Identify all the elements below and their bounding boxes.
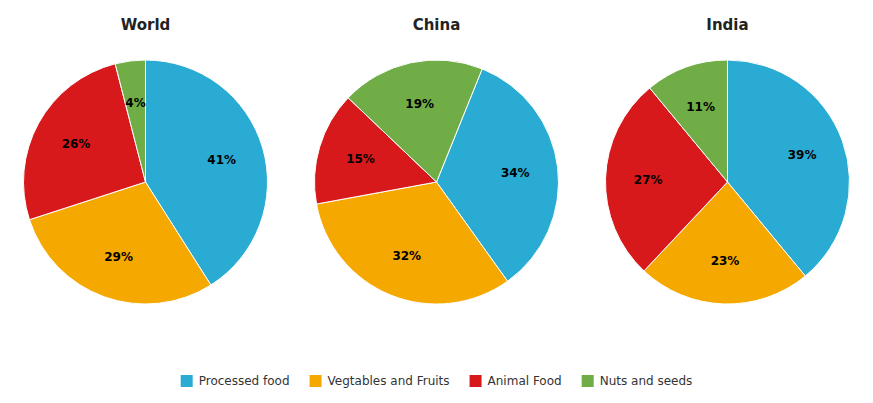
data-label: 29% — [104, 250, 133, 264]
slices: Processed foodVegtables and FruitsAnimal… — [23, 60, 267, 304]
pie-chart: India Processed foodVegtables and FruitsA… — [605, 16, 849, 304]
data-label: 23% — [711, 254, 740, 268]
legend-label: Animal Food — [488, 374, 562, 388]
data-label: 19% — [405, 97, 434, 111]
chart-svg: World Processed food Vegtables and Fruits A… — [0, 0, 873, 403]
chart-container: World Processed food Vegtables and Fruits A… — [0, 0, 873, 403]
legend-item: Processed food — [181, 374, 290, 388]
data-label: 11% — [686, 100, 715, 114]
pie-slice: Nuts and seeds — [650, 60, 728, 182]
legend-swatch — [181, 375, 193, 387]
data-label: 34% — [501, 166, 530, 180]
slices: Processed foodVegtables and FruitsAnimal… — [314, 60, 558, 304]
data-label: 26% — [62, 137, 91, 151]
data-labels: 41% 29% 26% 4% — [62, 96, 236, 263]
legend-label: Nuts and seeds — [600, 374, 693, 388]
legend: Processed food Vegtables and Fruits Animal… — [181, 374, 693, 388]
pie-chart: China Processed foodVegtables and FruitsA… — [314, 16, 558, 304]
data-labels: 34% 32% 15% 19% — [346, 97, 529, 262]
data-label: 27% — [634, 173, 663, 187]
slices: Processed foodVegtables and FruitsAnimal… — [605, 60, 849, 304]
legend-item: Nuts and seeds — [582, 374, 693, 388]
pie-chart: World Processed foodVegtables and FruitsA… — [23, 16, 267, 304]
data-label: 39% — [788, 148, 817, 162]
legend-swatch — [470, 375, 482, 387]
data-labels: 39% 23% 27% 11% — [634, 100, 817, 268]
data-label: 41% — [207, 153, 236, 167]
data-label: 32% — [392, 249, 421, 263]
legend-swatch — [582, 375, 594, 387]
legend-item: Animal Food — [470, 374, 562, 388]
data-label: 4% — [125, 96, 145, 110]
chart-title: World — [121, 16, 171, 34]
legend-label: Processed food — [199, 374, 290, 388]
legend-label: Vegtables and Fruits — [328, 374, 450, 388]
chart-title: India — [706, 16, 748, 34]
data-label: 15% — [346, 152, 375, 166]
legend-swatch — [310, 375, 322, 387]
legend-item: Vegtables and Fruits — [310, 374, 450, 388]
pie-slice: Nuts and seeds — [115, 60, 145, 182]
pie-slice: Vegtables and Fruits — [317, 182, 508, 304]
chart-title: China — [413, 16, 461, 34]
